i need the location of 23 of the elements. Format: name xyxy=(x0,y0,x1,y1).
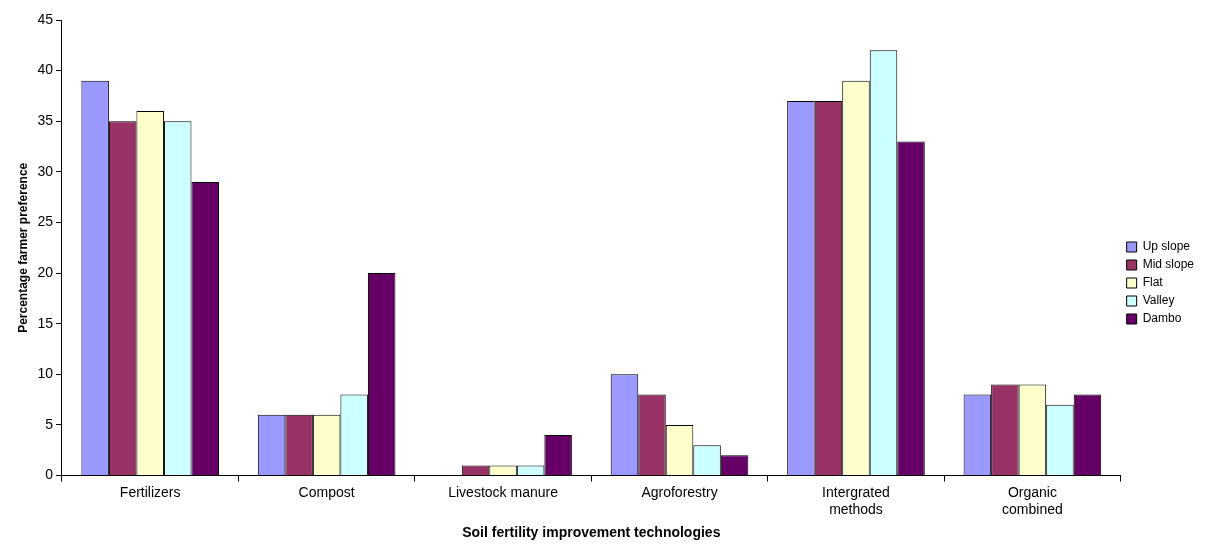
y-tick-label: 40 xyxy=(37,61,54,78)
x-tick-label: Livestock manure xyxy=(448,483,559,500)
x-tick-label: Intergrated methods xyxy=(822,483,890,517)
legend-label: Up slope xyxy=(1142,239,1191,254)
legend-label: Dambo xyxy=(1142,311,1182,326)
y-tick-label: 35 xyxy=(37,112,54,129)
x-tick-label: Fertilizers xyxy=(119,483,181,500)
y-tick-label: 30 xyxy=(37,162,54,179)
y-tick-label: 0 xyxy=(45,466,54,483)
y-tick-label: 20 xyxy=(37,263,54,280)
x-axis-title: Soil fertility improvement technologies xyxy=(462,524,721,541)
legend-label: Flat xyxy=(1142,275,1164,290)
legend-label: Valley xyxy=(1142,293,1175,308)
y-tick-label: 25 xyxy=(37,213,54,230)
x-tick-label: Organic combined xyxy=(1002,483,1063,517)
y-axis-title: Percentage farmer preference xyxy=(15,162,30,333)
x-tick-label: Compost xyxy=(298,483,355,500)
y-tick-label: 15 xyxy=(37,314,54,331)
y-tick-label: 10 xyxy=(37,365,54,382)
y-tick-label: 45 xyxy=(37,10,54,27)
y-tick-label: 5 xyxy=(45,415,54,432)
legend-label: Mid slope xyxy=(1142,257,1195,272)
x-tick-label: Agroforestry xyxy=(641,483,718,500)
